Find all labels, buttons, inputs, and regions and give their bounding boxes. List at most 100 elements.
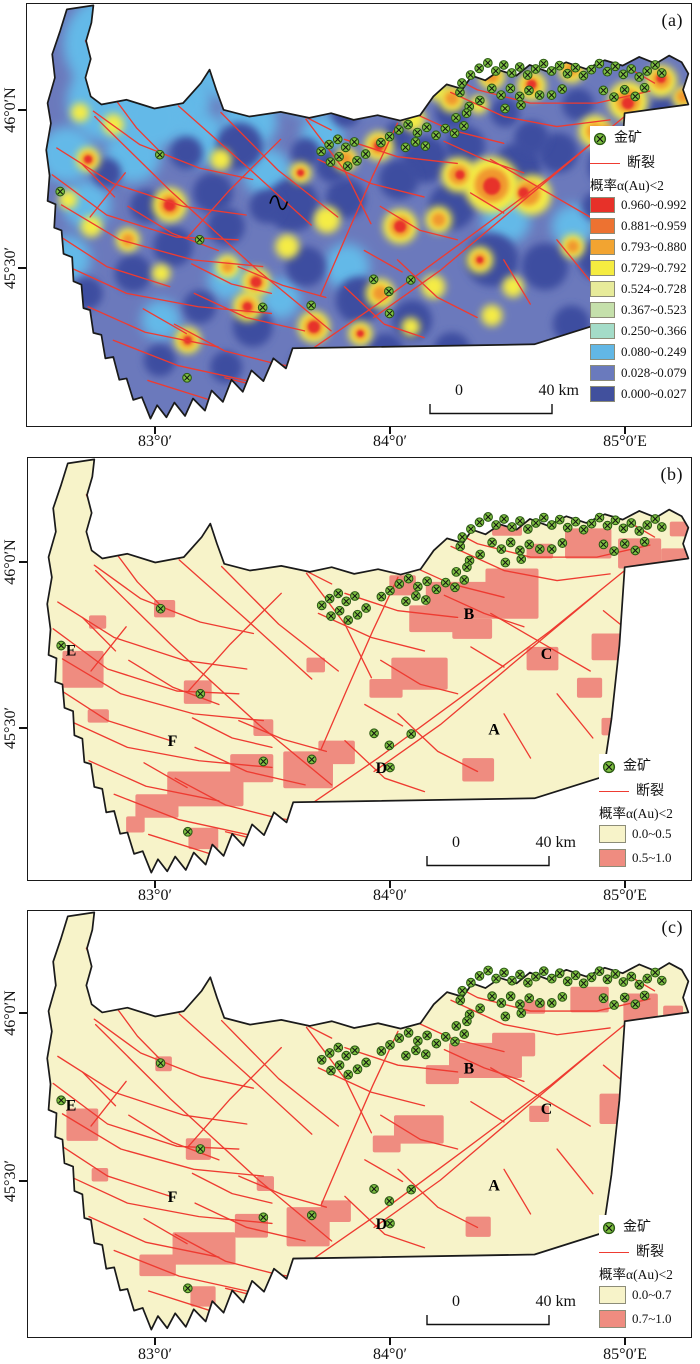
legend-class-swatch [590, 385, 615, 402]
gold-deposit-marker [496, 998, 507, 1008]
gold-deposit-marker [465, 70, 476, 80]
gold-deposit-marker [431, 584, 442, 595]
fault-line [443, 1048, 525, 1083]
gold-deposit-marker [258, 1212, 269, 1223]
gold-deposit-marker [650, 514, 661, 524]
fault-line [57, 1055, 248, 1125]
gold-deposits-layer [55, 58, 667, 383]
gold-deposit-marker [505, 537, 516, 548]
fault-line [344, 1046, 459, 1073]
map-region-blob [242, 302, 253, 312]
legend-item-fault: 断裂 [599, 779, 691, 804]
fault-line [128, 659, 220, 706]
legend-item-gold-deposit: 金矿 [590, 126, 690, 151]
fault-line [61, 1113, 265, 1177]
gold-deposit-marker [466, 524, 476, 534]
fault-line [238, 719, 328, 753]
high-probability-patch [465, 1216, 491, 1237]
high-probability-patch [369, 679, 403, 698]
high-probability-patch [172, 1232, 236, 1265]
map-region-blob [373, 25, 414, 66]
gold-deposit-marker [56, 640, 66, 651]
map-region-blob [210, 148, 232, 171]
x-axis-label: 84°0′ [373, 1346, 407, 1363]
fault-line [191, 717, 273, 749]
fault-line [191, 263, 273, 295]
y-axis-tick [19, 561, 27, 563]
map-region-blob [114, 254, 152, 293]
zone-letter-label: A [488, 722, 500, 739]
fault-line [220, 1019, 339, 1127]
map-region-blob [163, 198, 176, 211]
gold-deposit-marker [618, 977, 629, 987]
legend-class-range: 0.080~0.249 [621, 344, 687, 359]
high-probability-patch [306, 657, 326, 673]
gold-deposit-marker [562, 522, 573, 533]
high-probability-patch [452, 618, 493, 639]
zone-letter-label: E [66, 1097, 77, 1114]
legend-class-swatch [590, 280, 615, 297]
gold-deposit-marker [385, 585, 395, 596]
x-axis-label: 85°0′E [603, 887, 647, 904]
legend-class-swatch [590, 301, 615, 318]
gold-deposit-marker [462, 1016, 472, 1027]
map-region-blob [483, 177, 501, 195]
high-probability-patch [47, 1200, 62, 1220]
fault-line [305, 1026, 373, 1134]
gold-deposit-marker [578, 70, 589, 81]
y-axis-tick [19, 1012, 27, 1014]
gold-deposit-marker [630, 91, 641, 102]
fault-line [556, 693, 594, 739]
gold-deposit-marker [195, 1144, 206, 1154]
y-axis-label: 45°30′ [2, 247, 19, 289]
y-axis-label: 46°0′N [2, 990, 19, 1036]
y-axis-tick [19, 1180, 27, 1182]
zone-letter-label: B [464, 1060, 475, 1077]
high-probability-patch [576, 677, 603, 698]
fault-line [237, 265, 327, 299]
legend-class-row: 0.729~0.792 [590, 259, 690, 276]
map-region-blob [476, 256, 484, 264]
fault-line [470, 646, 505, 668]
fault-label: 断裂 [627, 155, 655, 171]
high-probability-patch [372, 1135, 401, 1153]
gold-deposit-marker [530, 64, 541, 74]
scalebar-distance: 40 km [535, 1293, 576, 1310]
fault-line [344, 740, 426, 793]
fault-line [57, 601, 248, 670]
fault-line [503, 1168, 532, 1215]
gold-deposit-marker [352, 609, 363, 620]
x-axis-tick [624, 881, 626, 888]
fault-line [143, 1217, 188, 1245]
map-region-blob [102, 113, 124, 136]
gold-deposit-marker [650, 967, 661, 978]
gold-deposit-marker [499, 514, 509, 524]
legend-class-range: 0.028~0.079 [621, 365, 687, 380]
gold-deposit-marker [546, 998, 557, 1008]
scalebar-a: 0 40 km [429, 382, 579, 420]
fault-line [469, 192, 505, 214]
fault-line [191, 1172, 273, 1204]
gold-deposit-marker [410, 137, 421, 147]
gold-deposit-marker [420, 141, 431, 151]
gold-deposit-marker [361, 1057, 371, 1068]
legend-class-row: 0.367~0.523 [590, 301, 690, 318]
fault-line [187, 592, 282, 692]
gold-deposit-marker [306, 1210, 317, 1221]
gold-deposit-marker [400, 142, 411, 153]
map-region-blob [260, 278, 301, 319]
gold-deposit-marker [413, 581, 423, 592]
gold-deposit-marker [598, 85, 609, 96]
fault-line [54, 232, 171, 288]
x-axis-label: 84°0′ [373, 887, 407, 904]
gold-deposit-marker [334, 605, 345, 616]
legend-class-swatch [590, 196, 615, 213]
gold-deposit-marker [594, 58, 605, 69]
gold-deposit-marker [361, 603, 371, 613]
panel-label-b: (b) [660, 464, 683, 484]
legend-class-row: 0.960~0.992 [590, 196, 690, 213]
zone-letter-label: B [464, 606, 475, 623]
map-region-blob [621, 97, 634, 110]
legend-class-range: 0.729~0.792 [621, 260, 687, 275]
fault-line [344, 1195, 426, 1249]
